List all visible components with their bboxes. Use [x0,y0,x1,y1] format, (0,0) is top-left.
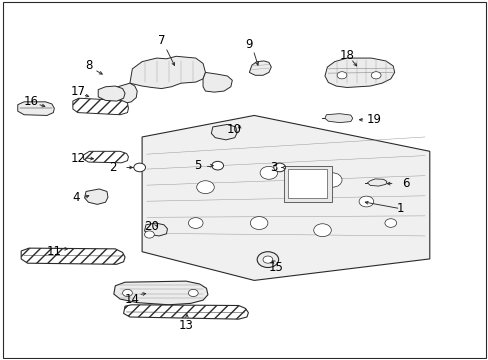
Polygon shape [18,102,54,116]
Text: 8: 8 [84,59,92,72]
Circle shape [313,224,330,237]
Polygon shape [21,248,125,264]
Circle shape [322,173,341,187]
Circle shape [370,72,380,79]
Polygon shape [83,151,128,163]
Circle shape [134,163,145,172]
Text: 12: 12 [70,152,85,165]
Text: 13: 13 [178,319,193,332]
Circle shape [384,219,396,227]
Text: 3: 3 [269,161,277,174]
Polygon shape [325,58,394,87]
Circle shape [336,72,346,79]
Polygon shape [366,179,386,186]
Circle shape [122,289,132,297]
Circle shape [263,256,272,263]
Polygon shape [142,116,429,280]
Text: 18: 18 [339,49,354,62]
Text: 6: 6 [401,177,408,190]
Text: 14: 14 [124,293,140,306]
Text: 15: 15 [268,261,283,274]
Text: 5: 5 [194,159,202,172]
Polygon shape [114,281,207,305]
Circle shape [257,252,278,267]
Polygon shape [144,223,167,236]
Polygon shape [130,56,205,89]
Circle shape [260,166,277,179]
Polygon shape [98,86,125,101]
Text: 1: 1 [396,202,404,215]
Bar [283,166,331,202]
Text: 7: 7 [158,34,165,48]
Text: 17: 17 [70,85,85,98]
Bar [288,169,327,198]
Circle shape [144,231,154,238]
Circle shape [196,181,214,194]
Circle shape [188,218,203,228]
Polygon shape [123,305,248,319]
Polygon shape [84,189,108,204]
Text: 9: 9 [245,38,253,51]
Polygon shape [203,72,232,92]
Text: 11: 11 [47,245,61,258]
Polygon shape [107,83,137,104]
Text: 4: 4 [72,192,80,204]
Text: 10: 10 [226,123,241,136]
Circle shape [358,196,373,207]
Polygon shape [211,125,237,140]
Circle shape [188,289,198,297]
Circle shape [211,161,223,170]
Polygon shape [249,61,271,75]
Polygon shape [325,114,352,123]
Circle shape [250,217,267,229]
Polygon shape [73,98,128,115]
Text: 20: 20 [144,220,159,233]
Text: 16: 16 [23,95,39,108]
Text: 2: 2 [109,161,116,174]
Circle shape [273,163,285,172]
Text: 19: 19 [366,113,381,126]
